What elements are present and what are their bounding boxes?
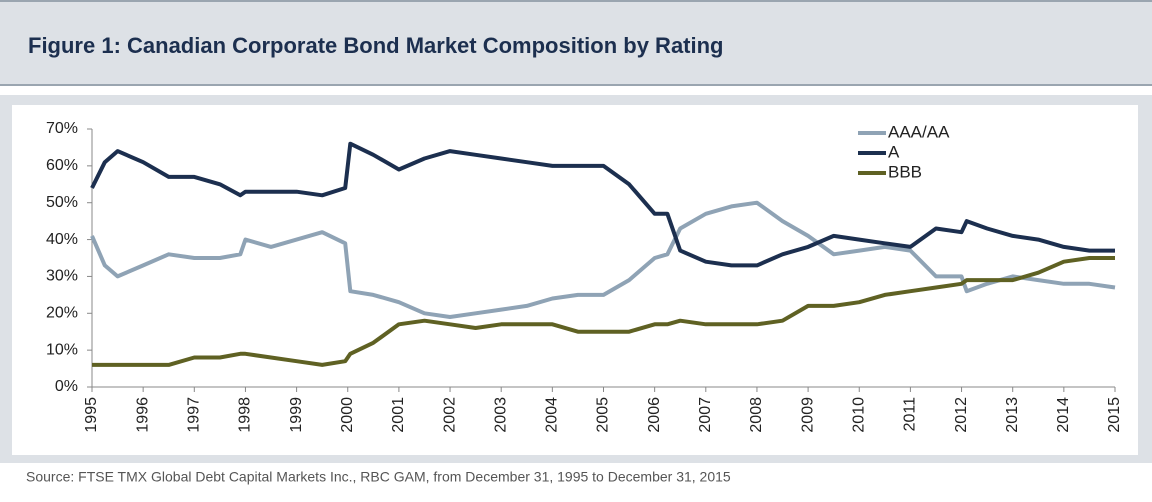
x-tick-label: 2012 <box>953 397 970 433</box>
y-tick-label: 70% <box>46 120 78 137</box>
plot-background <box>12 105 1138 455</box>
legend-label: BBB <box>888 162 922 181</box>
x-tick-label: 2000 <box>339 397 356 433</box>
y-tick-label: 60% <box>46 157 78 174</box>
x-tick-label: 1996 <box>134 397 151 433</box>
x-tick-label: 1998 <box>237 397 254 433</box>
x-tick-label: 2014 <box>1055 397 1072 433</box>
y-tick-label: 30% <box>46 268 78 285</box>
x-tick-label: 2008 <box>748 397 765 433</box>
data-line <box>90 200 1116 319</box>
legend-label: AAA/AA <box>888 122 950 141</box>
x-tick-label: 1999 <box>288 397 305 433</box>
y-tick-label: 0% <box>55 378 78 395</box>
x-tick-label: 2009 <box>799 397 816 433</box>
x-tick-label: 2002 <box>441 397 458 433</box>
x-tick-label: 2005 <box>595 397 612 433</box>
data-line <box>92 256 1115 367</box>
x-tick-label: 2003 <box>492 397 509 433</box>
x-tick-label: 2006 <box>646 397 663 433</box>
chart-title: Figure 1: Canadian Corporate Bond Market… <box>28 33 724 58</box>
x-tick-label: 2011 <box>902 397 919 432</box>
x-tick-label: 2010 <box>850 397 867 433</box>
x-tick-label: 1995 <box>83 397 100 433</box>
legend-label: A <box>888 142 900 161</box>
x-tick-label: 1997 <box>186 397 203 433</box>
data-line <box>90 141 1115 268</box>
header-band <box>0 0 1152 86</box>
x-tick-label: 2001 <box>390 397 407 433</box>
x-tick-label: 2004 <box>544 397 561 433</box>
y-tick-label: 20% <box>46 305 78 322</box>
x-tick-label: 2015 <box>1106 397 1123 433</box>
x-tick-label: 2007 <box>697 397 714 433</box>
source-note: Source: FTSE TMX Global Debt Capital Mar… <box>26 469 731 485</box>
x-tick-label: 2013 <box>1004 397 1021 433</box>
y-tick-label: 50% <box>46 194 78 211</box>
y-tick-label: 10% <box>46 341 78 358</box>
y-tick-label: 40% <box>46 231 78 248</box>
